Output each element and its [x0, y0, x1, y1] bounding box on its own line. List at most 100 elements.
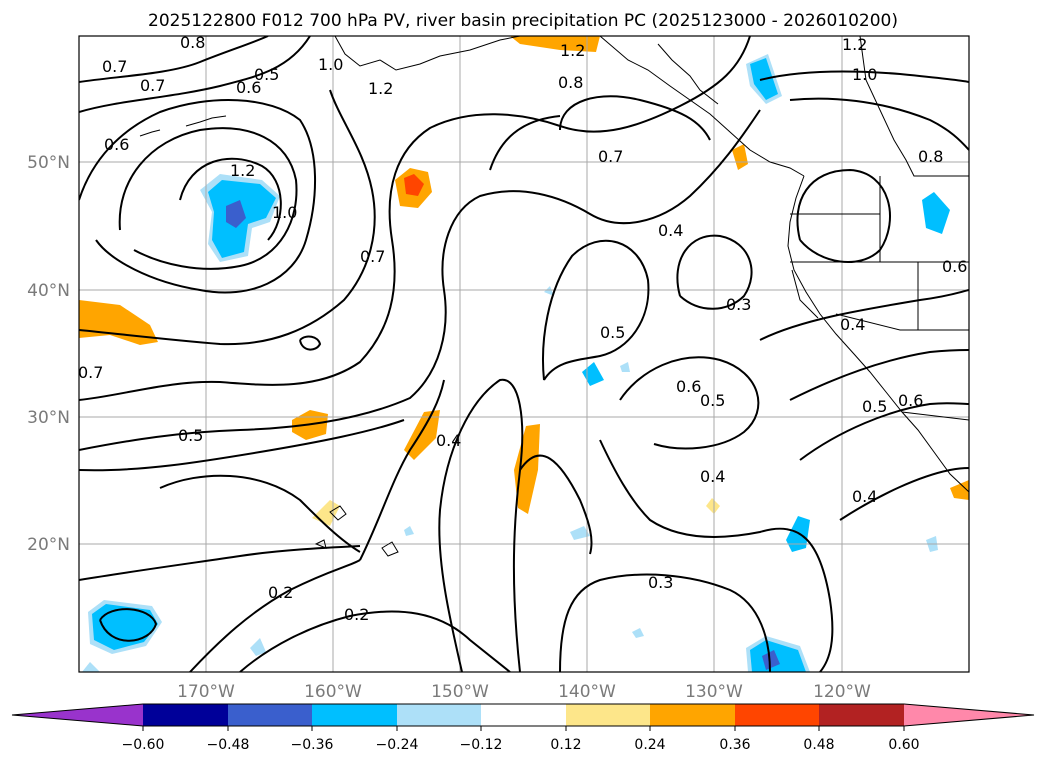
contour-label: 0.3	[726, 295, 751, 314]
lat-label: 30°N	[27, 408, 70, 428]
colorbar-segment	[650, 704, 735, 726]
pv-contour-line	[559, 95, 711, 141]
contour-label: 0.6	[236, 78, 261, 97]
contour-label: 0.5	[254, 65, 279, 84]
shade-negative-region	[620, 362, 630, 372]
shade-positive-region	[510, 36, 600, 52]
contour-label: 0.4	[436, 431, 461, 450]
coastlines	[139, 36, 969, 557]
colorbar-tick-label: 0.12	[550, 737, 581, 753]
contour-label: 0.8	[558, 73, 583, 92]
shade-positive-region	[950, 480, 969, 500]
pv-contour-line	[759, 289, 969, 341]
contour-label: 1.2	[368, 79, 393, 98]
shade-negative-region	[750, 640, 806, 672]
pv-contour-line	[79, 89, 376, 346]
colorbar-segment	[566, 704, 650, 726]
contour-label: 0.8	[918, 147, 943, 166]
contour-label: 0.5	[600, 323, 625, 342]
pv-contour-line	[799, 402, 969, 461]
pv-contour-line	[79, 36, 751, 401]
contour-label: 0.6	[104, 135, 129, 154]
contour-label: 0.6	[676, 377, 701, 396]
pv-contour-line	[189, 559, 361, 672]
shade-positive-region	[706, 498, 720, 514]
pv-contour-line	[239, 610, 511, 672]
contour-label: 0.2	[344, 605, 369, 624]
pv-contour-line	[99, 608, 158, 642]
colorbar-tick-label: −0.24	[376, 737, 419, 753]
shade-negative-region	[762, 650, 780, 670]
contour-label: 1.2	[230, 161, 255, 180]
lon-label: 130°W	[685, 682, 743, 702]
colorbar-segment	[312, 704, 397, 726]
shade-positive-region	[732, 144, 748, 170]
colorbar-segment	[735, 704, 819, 726]
contour-label: 1.0	[318, 55, 343, 74]
contour-label: 0.7	[360, 247, 385, 266]
pv-contour-line	[619, 356, 760, 450]
pv-contour-line	[159, 474, 361, 553]
lat-label: 50°N	[27, 153, 70, 173]
pv-contour-line	[79, 545, 361, 581]
contour-label: 0.4	[658, 221, 683, 240]
pv-contour-line	[759, 70, 969, 83]
shade-negative-region	[632, 628, 644, 638]
pv-contour-line	[599, 439, 834, 672]
pv-contour-line	[79, 419, 405, 472]
pv-contour-line	[489, 115, 561, 171]
map-title: 2025122800 F012 700 hPa PV, river basin …	[148, 11, 898, 31]
contour-labels: 0.8 0.7 0.7 0.5 0.6 1.0 1.2 1.2 0.8 1.2 …	[78, 33, 967, 624]
shade-positive-region	[404, 410, 440, 460]
pv-contours	[79, 36, 969, 672]
pv-contour-line	[789, 349, 969, 401]
contour-label: 1.2	[842, 35, 867, 54]
colorbar-segment	[397, 704, 481, 726]
contour-label: 0.5	[700, 391, 725, 410]
contour-label: 1.0	[272, 203, 297, 222]
colorbar-tick-label: 0.48	[803, 737, 834, 753]
colorbar-tick-label: 0.36	[719, 737, 750, 753]
graticule	[79, 36, 969, 672]
contour-label: 0.4	[700, 467, 725, 486]
pv-contour-line	[438, 378, 524, 672]
contour-label: 1.0	[852, 65, 877, 84]
contour-label: 0.8	[180, 33, 205, 52]
colorbar-segment	[143, 704, 228, 726]
contour-label: 1.2	[560, 41, 585, 60]
contour-label: 0.6	[942, 257, 967, 276]
pv-contour-line	[118, 127, 298, 270]
pv-contour-line	[796, 168, 891, 264]
contour-label: 0.7	[140, 76, 165, 95]
contour-label: 0.6	[898, 391, 923, 410]
contour-label: 0.4	[840, 315, 865, 334]
colorbar: −0.60 −0.48 −0.36 −0.24 −0.12 0.12 0.24 …	[11, 703, 1035, 753]
pv-contour-line	[79, 36, 311, 113]
shade-negative-region	[922, 192, 950, 234]
colorbar-segment	[819, 704, 904, 726]
lon-label: 140°W	[558, 682, 616, 702]
pv-contour-line	[359, 379, 445, 561]
longitude-labels: 170°W 160°W 150°W 140°W 130°W 120°W	[177, 682, 871, 702]
pv-contour-line	[519, 454, 593, 555]
colorbar-tick-label: −0.12	[460, 737, 503, 753]
shade-negative-region	[570, 526, 590, 540]
shade-positive-region	[514, 424, 540, 514]
colorbar-tick-label: −0.36	[291, 737, 334, 753]
lat-label: 40°N	[27, 281, 70, 301]
pv-contour-line	[79, 99, 316, 294]
map-area: 0.8 0.7 0.7 0.5 0.6 1.0 1.2 1.2 0.8 1.2 …	[78, 33, 969, 672]
contour-label: 0.7	[78, 363, 103, 382]
pv-contour-line	[299, 335, 322, 351]
pv-contour-line	[789, 97, 969, 151]
shade-positive-region	[79, 300, 158, 345]
pv-contour-line	[559, 573, 771, 672]
pv-contour-line	[839, 467, 969, 521]
pv-contour-line	[79, 36, 269, 83]
shade-negative-region	[82, 662, 100, 672]
shade-negative-region	[226, 200, 246, 228]
lon-label: 170°W	[177, 682, 235, 702]
pv-contour-line	[79, 109, 761, 451]
pv-contour-line	[676, 234, 753, 310]
